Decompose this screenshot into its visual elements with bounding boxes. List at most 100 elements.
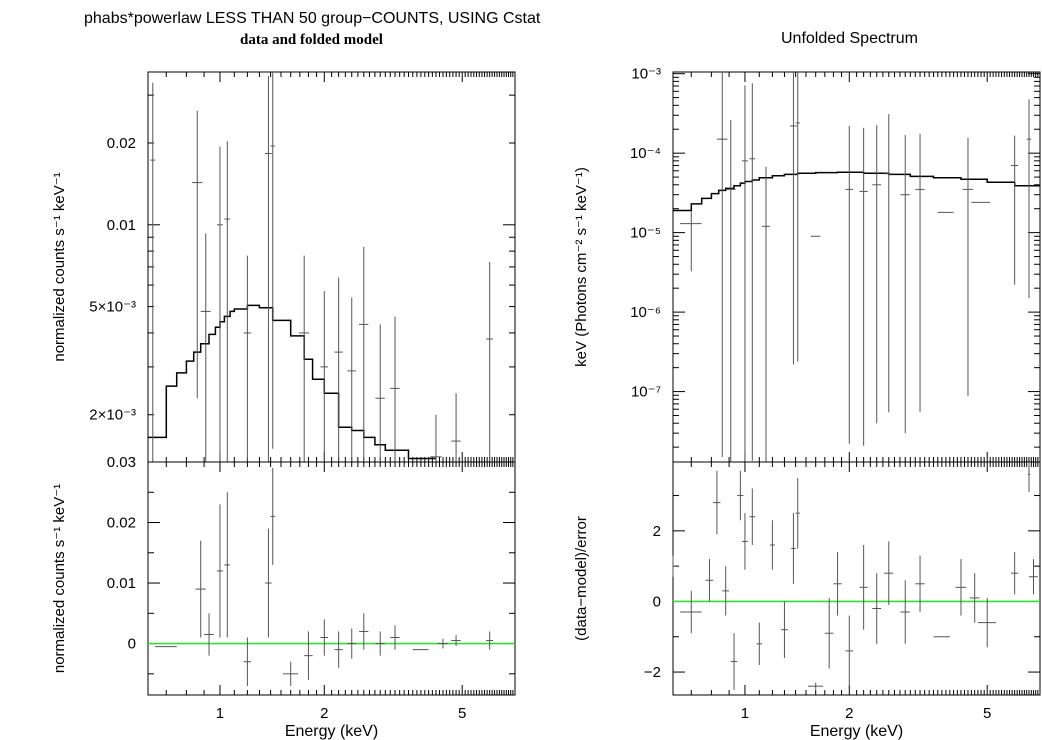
data-point (200, 233, 211, 462)
data-point (762, 166, 770, 462)
x-tick-label: 1 (216, 705, 224, 722)
data-point (1011, 552, 1019, 595)
data-point (741, 85, 748, 462)
data-point (204, 613, 214, 656)
data-point (845, 615, 854, 687)
data-point (224, 492, 231, 638)
plot-frame (672, 71, 1041, 463)
data-point (150, 82, 156, 462)
model-step-line (148, 304, 436, 460)
y-tick-label: 0.02 (107, 515, 136, 532)
data-point (282, 661, 299, 686)
data-point (845, 125, 854, 444)
y-axis-label: normalized counts s⁻¹ keV⁻¹ (51, 484, 68, 673)
data-point (884, 541, 894, 605)
x-axis-label: Energy (keV) (285, 723, 378, 740)
data-point (451, 635, 461, 646)
data-point (270, 468, 275, 565)
data-point (795, 72, 800, 362)
x-tick-label: 5 (983, 705, 991, 722)
data-point (713, 470, 721, 535)
data-point (807, 682, 824, 690)
data-point (1029, 559, 1038, 595)
y-tick-label: 10⁻⁷ (631, 384, 661, 401)
data-point (749, 488, 756, 545)
data-point (725, 119, 736, 462)
y-tick-label: 0.03 (107, 454, 136, 471)
data-point (375, 631, 385, 656)
y-axis-label: (data−model)/error (573, 516, 590, 641)
plot-frame (672, 461, 1041, 696)
data-point (1027, 462, 1031, 493)
data-point (824, 597, 834, 669)
y-tick-label: 10⁻³ (631, 66, 661, 83)
data-point (672, 555, 676, 577)
data-point (265, 75, 272, 462)
unfolded-spectrum-panel: 10⁻⁷ 10⁻⁶ 10⁻⁵ 10⁻⁴ 10⁻³ keV (Photons cm⁻² s⁻… (573, 66, 1041, 463)
y-tick-label: 2 (653, 523, 661, 540)
data-point (334, 277, 343, 462)
x-tick-label: 1 (741, 705, 749, 722)
data-point (833, 552, 842, 616)
left-title: phabs*powerlaw LESS THAN 50 group−COUNTS… (84, 10, 541, 27)
data-point (191, 110, 203, 399)
y-tick-label: 0.02 (107, 135, 136, 152)
y-axis-label: keV (Photons cm⁻² s⁻¹ keV⁻¹) (573, 167, 590, 367)
data-point (900, 580, 910, 644)
data-point (390, 625, 400, 650)
data-point (716, 72, 728, 458)
x-axis-label: Energy (keV) (810, 723, 903, 740)
y-tick-label: 10⁻⁵ (630, 225, 661, 242)
data-point (680, 590, 702, 634)
data-point (334, 631, 343, 668)
data-point (216, 504, 223, 638)
model-step-line (673, 171, 1040, 212)
data-point (486, 631, 494, 650)
y-tick-label: 10⁻⁶ (630, 304, 661, 321)
folded-residuals-panel: 1 2 5 Energy (keV) 0 0.01 0.02 0.03 normalized c… (51, 454, 516, 740)
data-point (900, 135, 910, 434)
data-point (872, 573, 882, 644)
unfolded-residuals-panel: 1 2 5 Energy (keV) −2 0 2 (data−model)/error (573, 461, 1041, 740)
y-tick-label: 10⁻⁴ (630, 145, 661, 162)
y-tick-label: 0 (653, 593, 661, 610)
data-point (737, 470, 744, 521)
data-point (795, 477, 800, 549)
data-point (962, 137, 974, 397)
data-point (270, 72, 275, 449)
data-point (1011, 135, 1019, 285)
y-tick-label: −2 (644, 664, 661, 681)
data-point (359, 613, 369, 650)
data-point (859, 544, 868, 630)
y-tick-label: 0.01 (107, 217, 136, 234)
data-point (347, 297, 357, 462)
data-point (224, 141, 231, 462)
data-point (756, 622, 763, 665)
data-point (298, 255, 310, 462)
data-point (304, 631, 313, 680)
data-point (969, 573, 980, 623)
y-axis-label: normalized counts s⁻¹ keV⁻¹ (51, 172, 68, 361)
data-point (486, 261, 494, 462)
y-tick-label: 2×10⁻³ (89, 407, 136, 424)
data-point (195, 540, 206, 638)
folded-spectrum-panel: 2×10⁻³ 5×10⁻³ 0.01 0.02 normalized counts s⁻… (51, 71, 516, 463)
data-point (791, 513, 796, 584)
data-point (320, 619, 329, 656)
x-tick-label: 2 (845, 705, 853, 722)
data-point (769, 520, 775, 570)
data-point (390, 316, 400, 462)
data-point (437, 638, 449, 649)
data-point (872, 125, 882, 424)
data-point (243, 255, 252, 462)
data-point (347, 628, 357, 659)
data-point (915, 555, 925, 613)
plot-frame (147, 461, 516, 696)
y-tick-label: 0.01 (107, 575, 136, 592)
x-tick-label: 5 (458, 705, 466, 722)
data-point (955, 559, 967, 616)
data-point (375, 324, 385, 462)
data-point (915, 133, 925, 412)
data-point (884, 114, 894, 413)
